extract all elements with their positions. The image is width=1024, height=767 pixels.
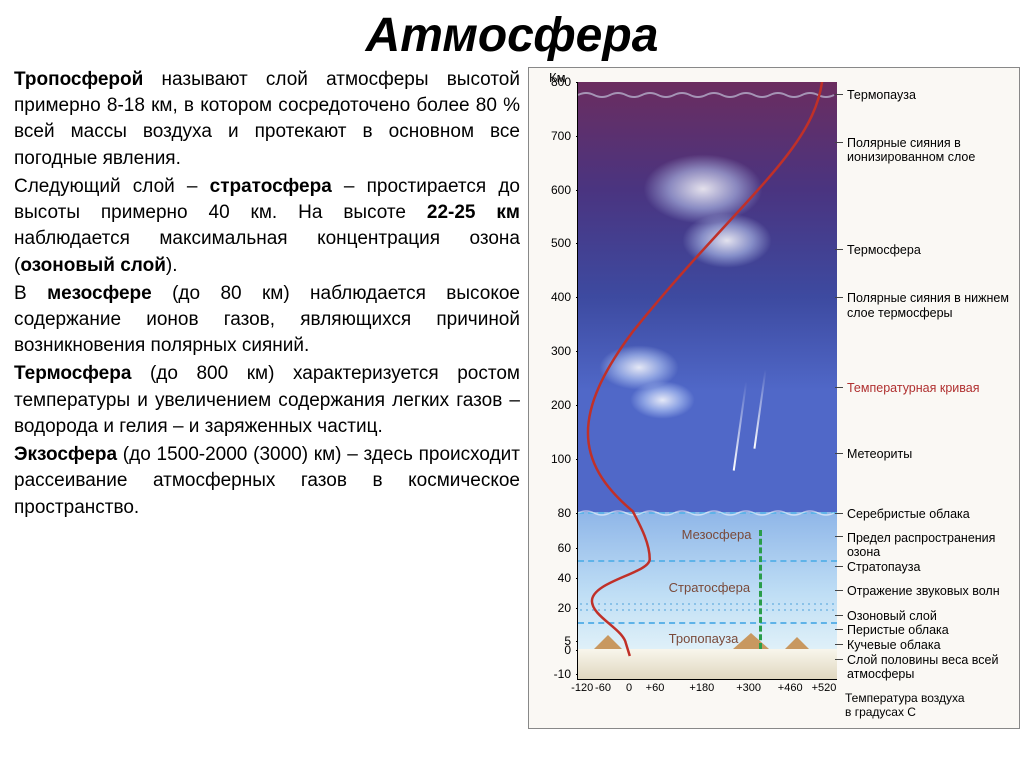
right-label: Метеориты xyxy=(847,447,912,461)
term-exosphere: Экзосфера xyxy=(14,444,117,465)
text: Следующий слой – xyxy=(14,176,210,197)
text-column: Тропосферой называют слой атмосферы высо… xyxy=(4,67,524,747)
pointer-line xyxy=(835,142,843,143)
pointer-line xyxy=(835,297,843,298)
text: ). xyxy=(166,255,178,276)
pointer-line xyxy=(835,644,843,645)
ozone-layer-dots xyxy=(578,601,837,613)
right-label: Слой половины веса всей атмосферы xyxy=(847,653,1019,682)
ground xyxy=(578,649,837,679)
pointer-line xyxy=(835,453,843,454)
right-label: Термопауза xyxy=(847,88,916,102)
right-label: Кучевые облака xyxy=(847,638,941,652)
pointer-line xyxy=(835,513,843,514)
y-tick: 0 xyxy=(529,643,577,657)
pointer-line xyxy=(835,387,843,388)
right-labels: Термопауза Полярные сияния в ионизированн… xyxy=(843,82,1019,680)
para-troposphere: Тропосферой называют слой атмосферы высо… xyxy=(14,67,520,172)
right-label: Температурная кривая xyxy=(847,381,979,395)
y-tick: 20 xyxy=(529,601,577,615)
x-tick: +180 xyxy=(689,682,714,694)
para-thermosphere: Термосфера (до 800 км) характеризуется р… xyxy=(14,361,520,440)
right-label: Предел распространения озона xyxy=(847,531,1019,560)
layer-divider xyxy=(578,560,837,562)
y-tick: 40 xyxy=(529,571,577,585)
y-tick: 300 xyxy=(529,344,577,358)
x-axis: -120-600+60+180+300+460+520 xyxy=(577,682,837,696)
pointer-line xyxy=(835,659,843,660)
y-tick: 400 xyxy=(529,290,577,304)
term-troposphere: Тропосферой xyxy=(14,69,143,90)
term-thermosphere: Термосфера xyxy=(14,363,131,384)
thermopause-wave xyxy=(578,88,837,96)
x-tick: +300 xyxy=(736,682,761,694)
y-axis: Км 8007006005004003002001008060402050-10 xyxy=(529,68,577,680)
pointer-line xyxy=(835,615,843,616)
pointer-line xyxy=(835,590,843,591)
term-mesosphere: мезосфере xyxy=(47,283,152,304)
right-label: Озоновый слой xyxy=(847,609,937,623)
ozone-limit-line xyxy=(759,530,762,649)
noctilucent-wave xyxy=(578,506,837,514)
pointer-line xyxy=(835,566,843,567)
layer-label: Мезосфера xyxy=(682,527,752,542)
mountain-icon xyxy=(733,633,769,649)
right-label: Термосфера xyxy=(847,243,921,257)
term-ozone: озоновый слой xyxy=(20,255,166,276)
aurora-lower-2 xyxy=(630,381,695,419)
layer-label: Стратосфера xyxy=(669,580,750,595)
pointer-line xyxy=(835,94,843,95)
text: 22-25 км xyxy=(427,202,520,223)
x-axis-caption: Температура воздуха в градусах С xyxy=(845,692,965,720)
plot-area: Мезосфера Стратосфера Тропопауза xyxy=(577,82,837,680)
page-title: Атмосфера xyxy=(0,0,1024,67)
y-tick: 800 xyxy=(529,75,577,89)
pointer-line xyxy=(835,629,843,630)
right-label: Отражение звуковых волн xyxy=(847,584,1000,598)
para-mesosphere: В мезосфере (до 80 км) наблюдается высок… xyxy=(14,281,520,360)
right-label: Перистые облака xyxy=(847,623,949,637)
y-tick: -10 xyxy=(529,667,577,681)
x-tick: -120 xyxy=(571,682,593,694)
y-tick: 700 xyxy=(529,129,577,143)
y-tick: 600 xyxy=(529,183,577,197)
layer-label: Тропопауза xyxy=(669,631,739,646)
right-label: Полярные сияния в нижнем слое термосферы xyxy=(847,291,1019,320)
text: в градусах С xyxy=(845,705,916,719)
para-exosphere: Экзосфера (до 1500-2000 (3000) км) – зде… xyxy=(14,442,520,521)
right-label: Серебристые облака xyxy=(847,507,970,521)
mountain-icon xyxy=(594,635,622,649)
text: Температура воздуха xyxy=(845,691,965,705)
pointer-line xyxy=(835,536,843,537)
aurora-upper-2 xyxy=(682,213,772,268)
term-stratosphere: стратосфера xyxy=(210,176,332,197)
para-stratosphere: Следующий слой – стратосфера – простирае… xyxy=(14,174,520,279)
y-tick: 80 xyxy=(529,506,577,520)
y-tick: 200 xyxy=(529,398,577,412)
content-row: Тропосферой называют слой атмосферы высо… xyxy=(0,67,1024,747)
y-tick: 60 xyxy=(529,541,577,555)
sky-upper xyxy=(578,82,837,512)
atmosphere-diagram: Км 8007006005004003002001008060402050-10 xyxy=(528,67,1020,729)
layer-divider xyxy=(578,622,837,624)
x-tick: +520 xyxy=(812,682,837,694)
pointer-line xyxy=(835,249,843,250)
y-tick: 100 xyxy=(529,452,577,466)
x-tick: -60 xyxy=(595,682,611,694)
text: В xyxy=(14,283,47,304)
x-tick: +460 xyxy=(778,682,803,694)
y-tick: 500 xyxy=(529,236,577,250)
aurora-upper xyxy=(643,154,763,224)
x-tick: 0 xyxy=(626,682,632,694)
right-label: Полярные сияния в ионизированном слое xyxy=(847,136,1019,165)
mountain-icon xyxy=(785,637,809,649)
x-tick: +60 xyxy=(646,682,665,694)
right-label: Стратопауза xyxy=(847,560,920,574)
